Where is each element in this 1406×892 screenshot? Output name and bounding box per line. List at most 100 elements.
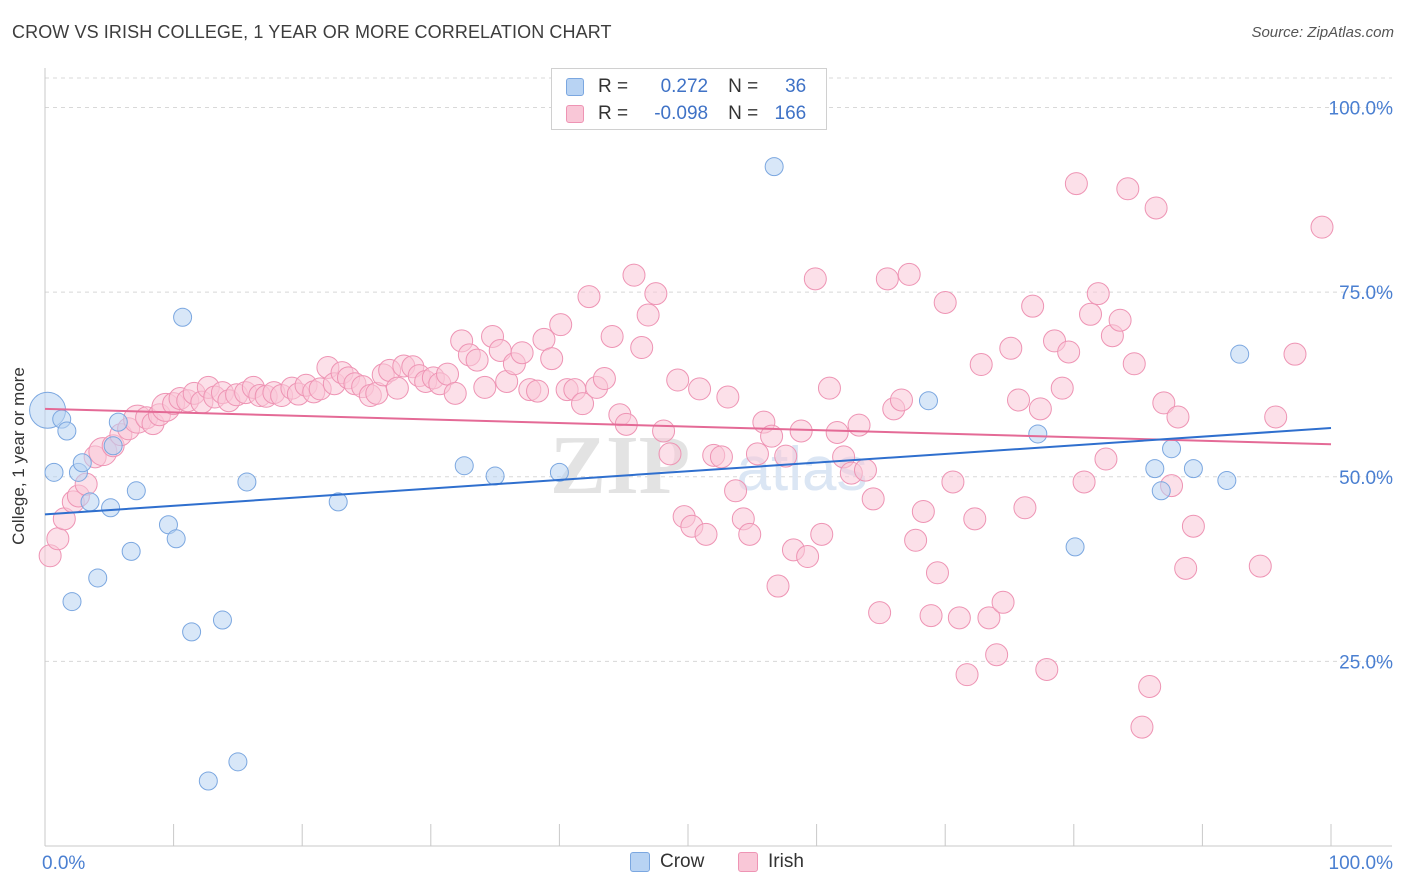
crow-point-17 bbox=[182, 622, 202, 642]
crow-point-10 bbox=[103, 436, 123, 456]
irish-point-76 bbox=[600, 324, 624, 348]
irish-point-121 bbox=[925, 561, 949, 585]
irish-point-128 bbox=[977, 606, 1001, 630]
y-tick-label-25: 25.0% bbox=[1339, 652, 1393, 673]
crow-point-35 bbox=[1230, 344, 1250, 364]
crow-point-32 bbox=[1162, 439, 1182, 459]
series-legend: Crow Irish bbox=[0, 851, 1406, 877]
crow-legend-label: Crow bbox=[660, 851, 705, 872]
irish-point-81 bbox=[636, 303, 660, 327]
irish-point-105 bbox=[810, 522, 834, 546]
irish-point-120 bbox=[919, 604, 943, 628]
irish-point-134 bbox=[1021, 294, 1045, 318]
crow-point-22 bbox=[328, 492, 348, 512]
irish-trend-line bbox=[44, 407, 1332, 446]
irish-point-96 bbox=[745, 442, 769, 466]
irish-point-158 bbox=[1264, 405, 1288, 429]
irish-point-154 bbox=[1166, 405, 1190, 429]
irish-point-103 bbox=[796, 545, 820, 569]
irish-point-102 bbox=[789, 419, 813, 443]
crow-point-15 bbox=[166, 529, 186, 549]
crow-legend-swatch bbox=[630, 852, 650, 872]
crow-point-33 bbox=[1183, 459, 1203, 479]
irish-point-113 bbox=[868, 601, 892, 625]
irish-point-150 bbox=[1138, 674, 1162, 698]
irish-point-130 bbox=[991, 590, 1015, 614]
irish-point-68 bbox=[540, 347, 564, 371]
irish-point-159 bbox=[1283, 342, 1307, 366]
irish-point-156 bbox=[1181, 514, 1205, 538]
irish-point-123 bbox=[941, 470, 965, 494]
irish-point-135 bbox=[1028, 397, 1052, 421]
crow-point-21 bbox=[237, 472, 257, 492]
crow-trend-line bbox=[44, 427, 1332, 516]
irish-point-147 bbox=[1116, 177, 1140, 201]
irish-point-54 bbox=[436, 362, 460, 386]
irish-point-136 bbox=[1035, 658, 1059, 682]
irish-point-100 bbox=[774, 444, 798, 468]
irish-point-75 bbox=[592, 367, 616, 391]
crow-point-6 bbox=[72, 453, 92, 473]
legend-row-irish: R = -0.098 N = 166 bbox=[566, 102, 806, 126]
crow-point-4 bbox=[62, 592, 82, 612]
irish-n-value: 166 bbox=[774, 103, 807, 124]
irish-point-95 bbox=[738, 522, 762, 546]
irish-point-83 bbox=[652, 419, 676, 443]
irish-point-106 bbox=[817, 376, 841, 400]
irish-point-93 bbox=[724, 479, 748, 503]
crow-point-29 bbox=[1065, 537, 1085, 557]
irish-point-55 bbox=[443, 381, 467, 405]
irish-point-139 bbox=[1057, 340, 1081, 364]
irish-point-127 bbox=[969, 353, 993, 377]
crow-n-value: 36 bbox=[785, 76, 807, 97]
irish-point-118 bbox=[904, 528, 928, 552]
irish-point-84 bbox=[658, 442, 682, 466]
crow-point-23 bbox=[454, 456, 474, 476]
irish-point-92 bbox=[716, 385, 740, 409]
crow-point-30 bbox=[1145, 459, 1165, 479]
legend-item-crow[interactable]: Crow bbox=[630, 851, 704, 873]
irish-point-112 bbox=[861, 487, 885, 511]
irish-point-85 bbox=[666, 368, 690, 392]
crow-point-9 bbox=[101, 498, 121, 518]
chart-title: CROW VS IRISH COLLEGE, 1 YEAR OR MORE CO… bbox=[12, 22, 612, 42]
crow-point-16 bbox=[173, 307, 193, 327]
irish-point-80 bbox=[630, 336, 654, 360]
irish-point-129 bbox=[985, 643, 1009, 667]
crow-point-13 bbox=[126, 481, 146, 501]
irish-point-146 bbox=[1108, 308, 1132, 332]
y-tick-label-50: 50.0% bbox=[1339, 468, 1393, 489]
irish-point-58 bbox=[465, 348, 489, 372]
irish-point-142 bbox=[1079, 302, 1103, 326]
irish-point-157 bbox=[1248, 554, 1272, 578]
crow-point-3 bbox=[57, 421, 77, 441]
crow-point-20 bbox=[228, 752, 248, 772]
irish-point-114 bbox=[875, 267, 899, 291]
irish-point-1 bbox=[46, 527, 70, 551]
crow-points bbox=[29, 157, 1250, 791]
crow-r-value: 0.272 bbox=[660, 76, 709, 97]
crow-point-12 bbox=[121, 541, 141, 561]
irish-point-119 bbox=[911, 499, 935, 523]
irish-swatch bbox=[566, 105, 584, 123]
irish-legend-label: Irish bbox=[768, 851, 804, 872]
y-tick-label-100: 100.0% bbox=[1329, 99, 1394, 120]
crow-point-11 bbox=[108, 412, 128, 432]
irish-point-79 bbox=[622, 263, 646, 287]
legend-item-irish[interactable]: Irish bbox=[738, 851, 804, 873]
irish-point-133 bbox=[1013, 496, 1037, 520]
irish-r-label: R = bbox=[598, 103, 629, 124]
irish-point-155 bbox=[1174, 556, 1198, 580]
crow-point-7 bbox=[80, 492, 100, 512]
crow-point-34 bbox=[1217, 470, 1237, 490]
y-axis-label: College, 1 year or more bbox=[9, 367, 28, 545]
irish-point-107 bbox=[825, 420, 849, 444]
irish-point-152 bbox=[1152, 391, 1176, 415]
irish-point-122 bbox=[933, 290, 957, 314]
legend-row-crow: R = 0.272 N = 36 bbox=[566, 75, 806, 99]
crow-point-26 bbox=[764, 157, 784, 177]
crow-n-label: N = bbox=[728, 76, 759, 97]
irish-point-144 bbox=[1094, 447, 1118, 471]
irish-point-64 bbox=[510, 341, 534, 365]
correlation-legend: R = 0.272 N = 36 R = -0.098 N = 166 bbox=[551, 68, 827, 130]
